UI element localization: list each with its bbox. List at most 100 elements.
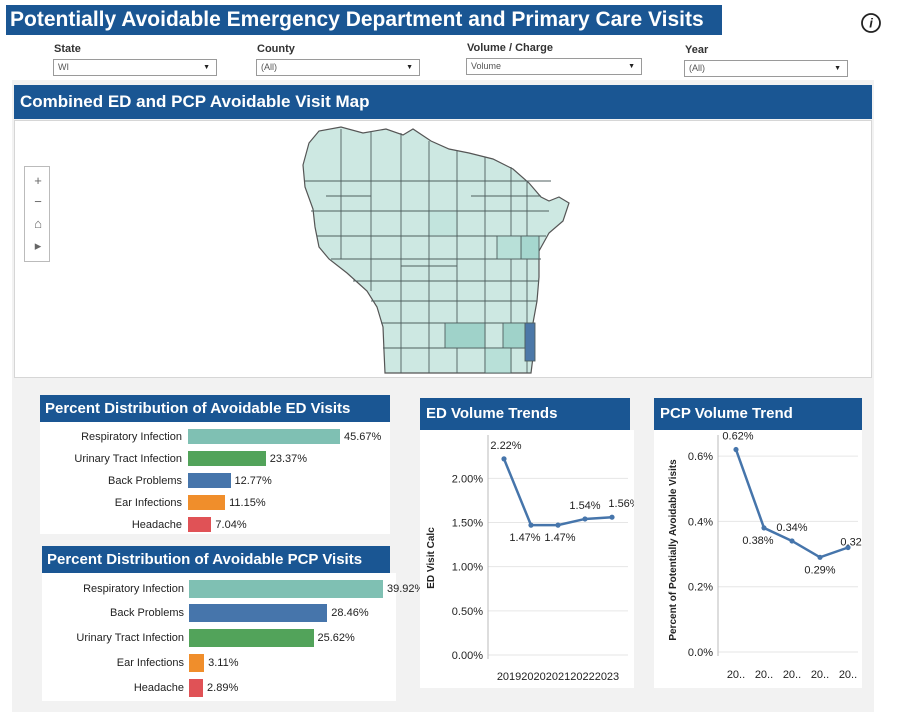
state-filter-label: State	[54, 43, 81, 55]
pcp-y-axis-title: Percent of Potentially Avoidable Visits	[668, 459, 679, 641]
pcp-bar[interactable]	[189, 580, 383, 598]
trend-point	[582, 516, 588, 522]
ed-bar-value: 12.77%	[234, 475, 272, 487]
chevron-down-icon: ▼	[834, 65, 841, 72]
trend-point	[555, 522, 561, 528]
data-label: 1.47%	[509, 532, 540, 544]
map-panel[interactable]	[14, 120, 872, 378]
year-dropdown-value: (All)	[689, 63, 705, 73]
ed-bar-label: Respiratory Infection	[81, 431, 182, 443]
ed-trend-card	[420, 430, 634, 688]
pcp-bar-label: Headache	[133, 682, 184, 694]
y-tick-label: 0.6%	[688, 451, 713, 463]
ed-trend-header: ED Volume Trends	[420, 398, 630, 430]
ed-bar-label: Ear Infections	[114, 497, 182, 509]
trend-point	[761, 525, 767, 531]
county-highlight[interactable]	[502, 322, 526, 349]
state-dropdown[interactable]: WI ▼	[53, 59, 217, 76]
svg-text:i: i	[869, 16, 873, 31]
pcp-bar[interactable]	[189, 629, 314, 647]
zoom-in-icon[interactable]: +	[34, 173, 42, 188]
county-highlight[interactable]	[444, 322, 486, 349]
pcp-bar-label: Back Problems	[110, 607, 184, 619]
data-label: 0.32%	[840, 537, 862, 549]
pcp-bar-label: Urinary Tract Infection	[76, 632, 184, 644]
county-highlight[interactable]	[496, 235, 522, 260]
data-label: 0.34%	[776, 522, 807, 534]
state-outline	[302, 126, 570, 374]
home-icon[interactable]: ⌂	[34, 216, 42, 231]
pcp-bar[interactable]	[189, 679, 204, 697]
county-dropdown[interactable]: (All) ▼	[256, 59, 420, 76]
y-tick-label: 0.00%	[452, 650, 483, 662]
state-dropdown-value: WI	[58, 62, 69, 72]
data-label: 0.29%	[804, 564, 835, 576]
ed-bar-value: 11.15%	[229, 497, 266, 509]
ed-y-axis-title: ED Visit Calc	[426, 527, 437, 589]
x-tick-label: 20..	[783, 669, 801, 681]
pcp-bar[interactable]	[189, 604, 328, 622]
ed-bar[interactable]	[188, 429, 340, 444]
ed-bar-value: 45.67%	[344, 431, 382, 443]
county-milwaukee[interactable]	[524, 322, 536, 362]
pcp-bar-value: 28.46%	[331, 607, 369, 619]
chevron-down-icon: ▼	[406, 64, 413, 71]
data-label: 1.56%	[608, 498, 634, 510]
trend-point	[609, 514, 615, 520]
trend-point	[733, 446, 739, 453]
ed-bar-label: Headache	[131, 519, 182, 531]
ed-bar[interactable]	[188, 473, 231, 488]
data-label: 1.54%	[569, 500, 600, 512]
wisconsin-county-map[interactable]	[15, 121, 871, 377]
ed-bar[interactable]	[188, 451, 266, 466]
trend-point	[817, 554, 823, 560]
map-section-header: Combined ED and PCP Avoidable Visit Map	[14, 85, 872, 119]
zoom-out-icon[interactable]: −	[34, 194, 42, 209]
year-dropdown[interactable]: (All) ▼	[684, 60, 848, 77]
info-icon[interactable]: i	[860, 12, 882, 34]
trend-point	[528, 522, 534, 528]
y-tick-label: 0.2%	[688, 582, 713, 594]
pcp-distribution-header: Percent Distribution of Avoidable PCP Vi…	[42, 546, 390, 573]
y-tick-label: 1.00%	[452, 562, 483, 574]
pcp-bar-value: 25.62%	[317, 632, 355, 644]
ed-bar-label: Back Problems	[108, 475, 182, 487]
pcp-bar-label: Ear Infections	[116, 657, 184, 669]
x-tick-label: 20..	[839, 669, 857, 681]
y-tick-label: 2.00%	[452, 473, 483, 485]
x-tick-label: 20..	[811, 669, 829, 681]
trend-point	[789, 538, 795, 544]
trend-line	[502, 458, 613, 527]
volume-charge-dropdown[interactable]: Volume ▼	[466, 58, 642, 75]
ed-bar[interactable]	[188, 517, 212, 532]
volume-charge-filter-label: Volume / Charge	[467, 42, 553, 54]
pcp-bar[interactable]	[189, 654, 205, 672]
data-label: 2.22%	[490, 440, 521, 452]
pcp-trend-chart: Percent of Potentially Avoidable Visits …	[668, 431, 862, 681]
ed-bar[interactable]	[188, 495, 226, 510]
map-toolbar: + − ⌂ ▸	[24, 166, 50, 262]
year-filter-label: Year	[685, 44, 709, 56]
pcp-trend-header: PCP Volume Trend	[654, 398, 862, 430]
y-tick-label: 0.50%	[452, 606, 483, 618]
y-tick-label: 0.0%	[688, 647, 713, 659]
trend-point	[845, 544, 851, 551]
trend-point	[501, 456, 507, 462]
county-highlight[interactable]	[428, 210, 458, 237]
chevron-down-icon: ▼	[203, 64, 210, 71]
y-tick-label: 0.4%	[688, 516, 713, 528]
data-label: 1.47%	[544, 532, 575, 544]
data-label: 0.38%	[742, 535, 773, 547]
county-highlight[interactable]	[484, 347, 512, 374]
data-label: 0.62%	[722, 431, 753, 443]
pcp-bar-value: 39.92%	[387, 583, 425, 595]
pcp-bar-value: 2.89%	[207, 682, 239, 694]
expand-icon[interactable]: ▸	[34, 238, 42, 253]
y-tick-label: 1.50%	[452, 518, 483, 530]
pcp-trend-card	[654, 430, 862, 688]
x-tick-label: 20..	[727, 669, 745, 681]
page-title: Potentially Avoidable Emergency Departme…	[6, 5, 722, 35]
county-highlight[interactable]	[520, 235, 540, 260]
pcp-bar-label: Respiratory Infection	[83, 583, 184, 595]
county-filter-label: County	[257, 43, 295, 55]
